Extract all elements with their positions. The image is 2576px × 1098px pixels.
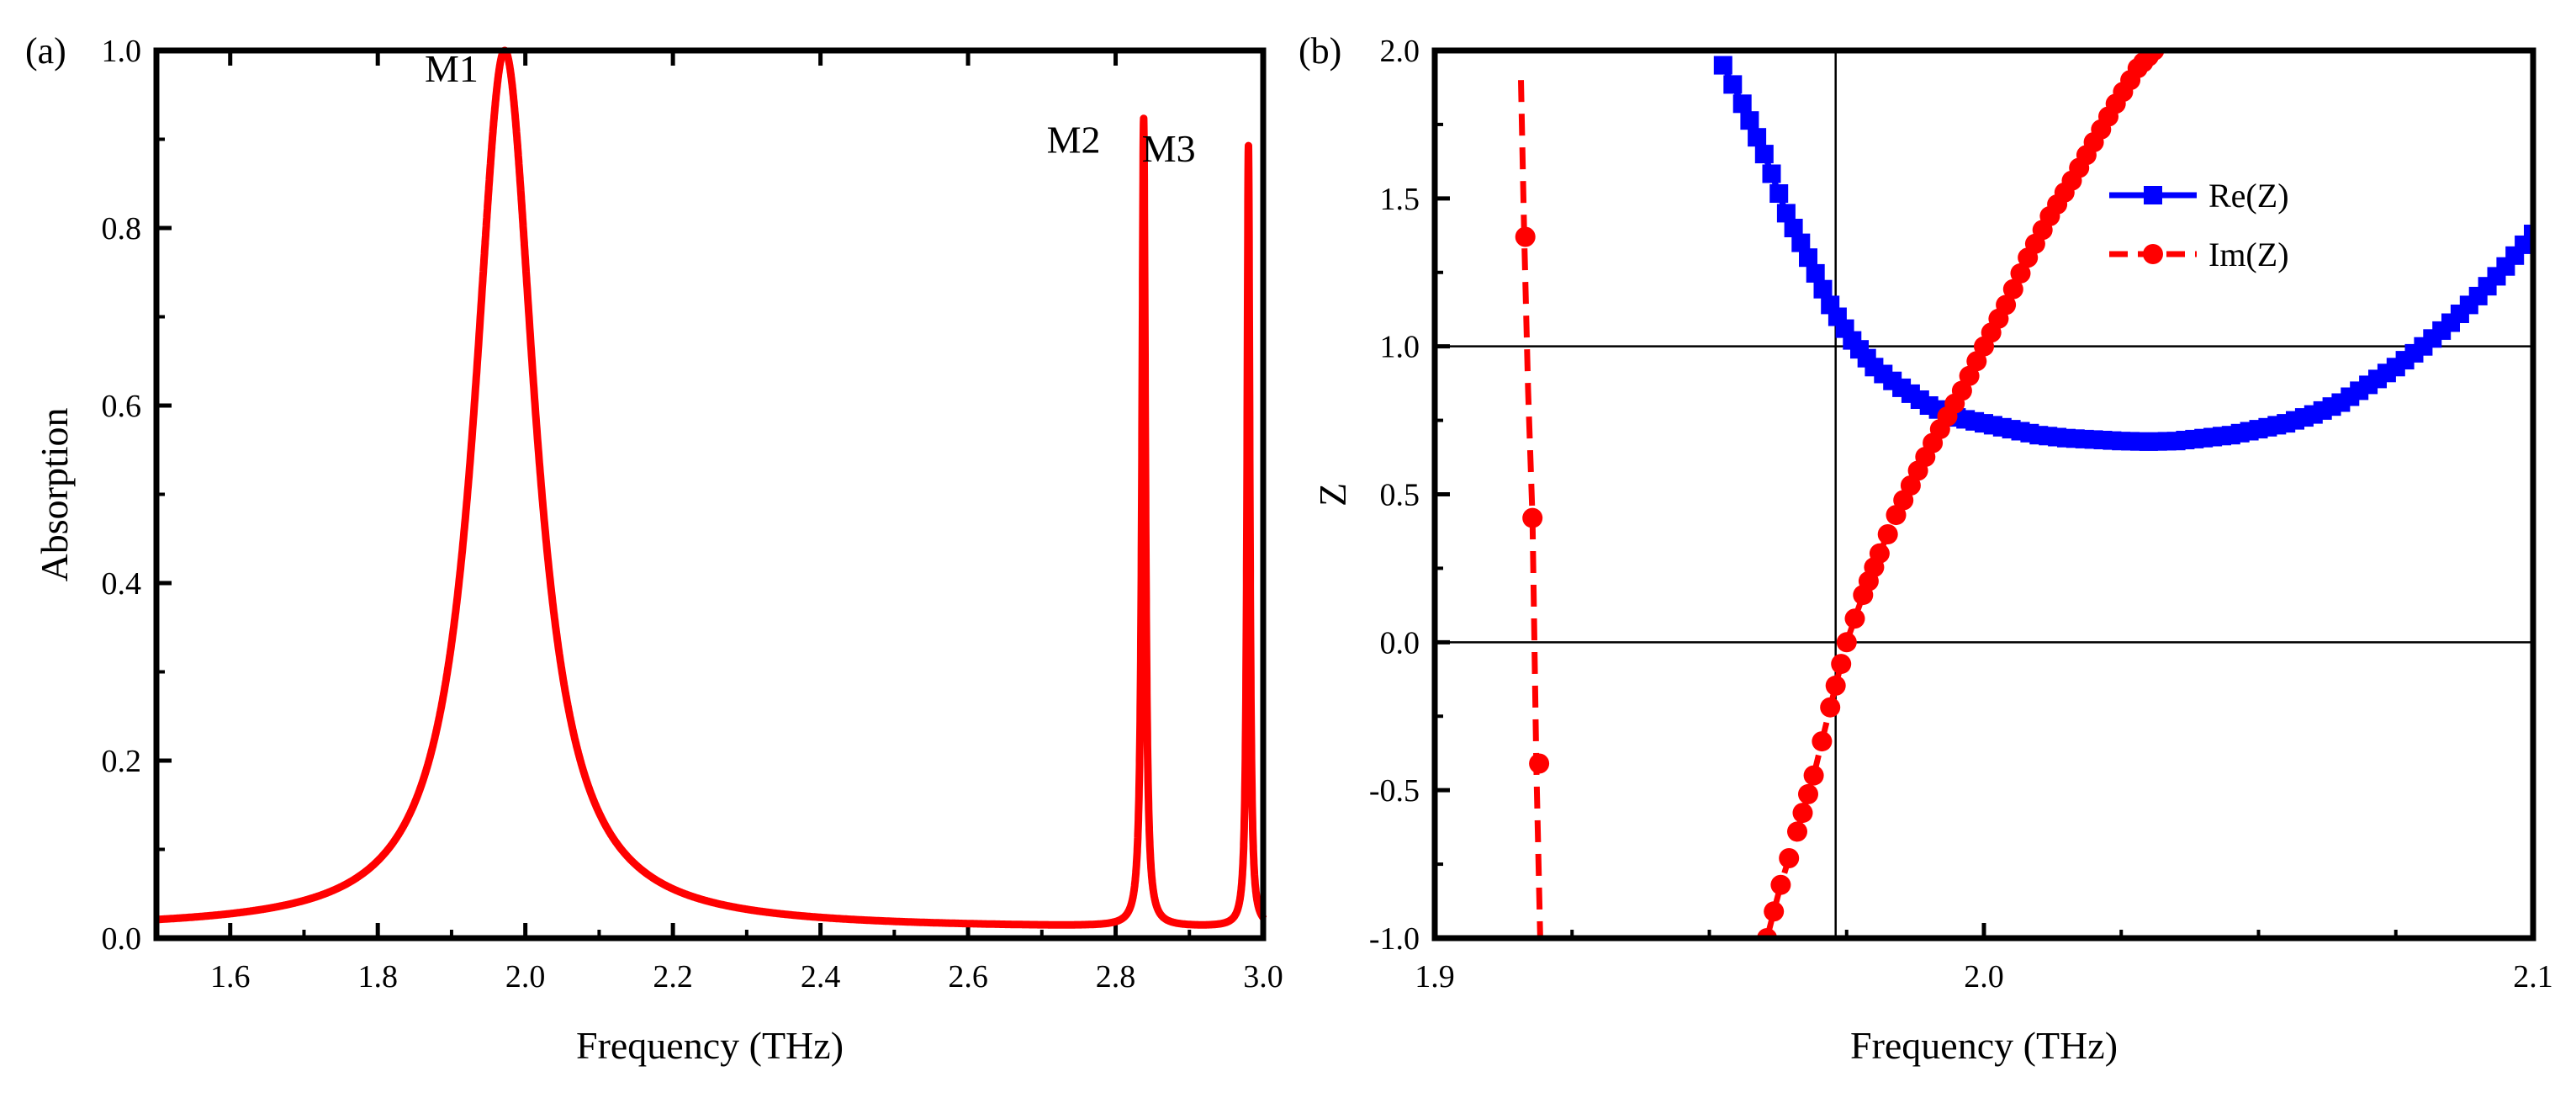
re-z-point	[1713, 56, 1732, 75]
im-z-point	[1515, 226, 1536, 247]
x-tick-label: 2.8	[1096, 959, 1136, 995]
x-tick-label: 1.8	[357, 959, 398, 995]
panel-a-tick-labels: 1.6 1.8 2.0 2.2 2.4 2.6 2.8 3.0 0.0 0.2 0.4 0.6 0.8 1…	[102, 34, 1283, 995]
panel-a-ticks	[155, 48, 1266, 941]
x-tick-label: 2.0	[505, 959, 546, 995]
legend-re-label: Re(Z)	[2208, 177, 2289, 215]
im-z-point	[1522, 507, 1543, 528]
im-z-line-branch-2	[1764, 50, 2156, 938]
peak-label-m3: M3	[1142, 127, 1196, 170]
re-z-point	[1762, 164, 1781, 183]
y-tick-label: 0.0	[1380, 625, 1420, 660]
im-z-point	[1825, 675, 1846, 696]
im-z-point	[1812, 731, 1833, 752]
im-z-point	[1803, 765, 1824, 786]
im-z-point	[2010, 263, 2031, 284]
re-z-point	[1791, 233, 1811, 252]
im-z-point	[1792, 803, 1813, 824]
im-z-point	[1798, 783, 1818, 804]
x-tick-label: 3.0	[1243, 959, 1283, 995]
re-z-point	[1776, 204, 1796, 223]
y-tick-label: 1.0	[1380, 330, 1420, 365]
im-z-point	[1529, 753, 1550, 774]
re-z-line	[1720, 64, 2533, 445]
im-z-point	[1779, 848, 1800, 868]
panel-b-label: (b)	[1299, 30, 1341, 72]
y-tick-label: 0.0	[102, 921, 142, 957]
panel-a-plot-area	[152, 46, 1267, 929]
x-tick-label: 2.2	[653, 959, 693, 995]
im-z-point	[1820, 697, 1841, 718]
re-z-point	[1740, 111, 1759, 130]
y-tick-label: 0.5	[1380, 478, 1420, 513]
panel-b-axes-frame	[1431, 47, 2536, 942]
y-tick-label: 1.0	[102, 34, 142, 69]
panel-a-y-axis-title: Absorption	[33, 408, 76, 582]
y-tick-label: 0.8	[102, 211, 142, 247]
re-z-point	[1813, 279, 1833, 299]
panel-b-y-axis-title: Z	[1311, 483, 1354, 507]
re-z-point	[1754, 145, 1774, 164]
im-z-point	[1996, 294, 2017, 316]
re-z-point	[1723, 75, 1743, 94]
im-z-point	[1770, 874, 1791, 895]
legend-re-marker	[2144, 186, 2162, 204]
peak-label-m1: M1	[425, 47, 479, 90]
panel-b-tick-labels: 1.9 2.0 2.1 -1.0 -0.5 0.0 0.5 1.0 1.5 2.0	[1369, 34, 2553, 995]
im-z-point	[1877, 524, 1898, 544]
y-tick-label: 1.5	[1380, 182, 1420, 217]
re-z-point	[1732, 94, 1752, 114]
panel-a-label: (a)	[25, 30, 66, 72]
im-z-point	[1844, 608, 1865, 629]
panel-b-ticks	[1432, 48, 2536, 941]
x-tick-label: 2.1	[2513, 959, 2553, 995]
re-z-point	[1799, 248, 1817, 268]
legend-im-label: Im(Z)	[2208, 236, 2289, 273]
x-tick-label: 2.4	[801, 959, 841, 995]
y-tick-label: -1.0	[1369, 921, 1420, 957]
im-z-point	[1787, 821, 1807, 842]
legend-im-marker	[2143, 244, 2163, 264]
im-z-point	[1831, 654, 1852, 675]
panel-a-absorption-chart: 1.6 1.8 2.0 2.2 2.4 2.6 2.8 3.0 0.0 0.2 0.4 0.6 0.8 1…	[25, 30, 1283, 1067]
x-tick-label: 2.6	[948, 959, 988, 995]
panel-a-x-axis-title: Frequency (THz)	[576, 1024, 844, 1067]
panel-b-plot-area	[1515, 50, 2533, 938]
absorption-curve	[152, 46, 1267, 929]
y-tick-label: 0.2	[102, 744, 142, 779]
y-tick-label: 2.0	[1380, 34, 1420, 69]
re-z-point	[1769, 184, 1789, 203]
panel-b-reference-lines	[1435, 50, 2533, 938]
x-tick-label: 1.9	[1415, 959, 1455, 995]
x-tick-label: 2.0	[1964, 959, 2004, 995]
y-tick-label: -0.5	[1369, 773, 1420, 809]
y-tick-label: 0.4	[102, 566, 142, 602]
panel-b-impedance-chart: 1.9 2.0 2.1 -1.0 -0.5 0.0 0.5 1.0 1.5 2.0 (b) Fre…	[1299, 30, 2553, 1067]
re-z-point	[1784, 219, 1803, 237]
panel-a-axes-frame	[153, 47, 1267, 942]
im-z-point	[2002, 278, 2023, 300]
re-z-point	[2524, 225, 2533, 243]
panel-a-peak-annotations: M1 M2 M3	[425, 47, 1196, 170]
im-z-point	[1836, 632, 1857, 653]
im-z-point	[1764, 901, 1785, 922]
x-tick-label: 1.6	[210, 959, 251, 995]
im-z-line-branch-1	[1518, 80, 1543, 938]
panel-b-legend: Re(Z) Im(Z)	[2109, 177, 2289, 273]
y-tick-label: 0.6	[102, 389, 142, 424]
re-z-point	[1806, 263, 1825, 283]
panel-b-x-axis-title: Frequency (THz)	[1850, 1024, 2118, 1067]
panel-b-series	[1515, 50, 2533, 938]
im-z-point	[1869, 543, 1890, 564]
re-z-point	[1748, 128, 1767, 147]
peak-label-m2: M2	[1047, 118, 1101, 161]
